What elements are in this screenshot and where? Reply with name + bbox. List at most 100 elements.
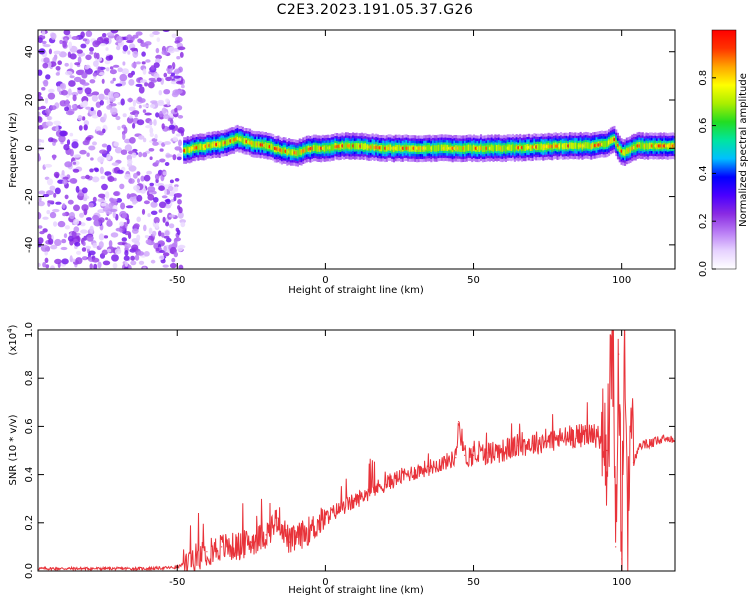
snr-point (87, 568, 89, 570)
ridge-cell (645, 142, 648, 149)
noise-speckle (175, 89, 183, 94)
noise-speckle (72, 94, 77, 102)
snr-line-series (38, 330, 675, 571)
ridge-cell (565, 142, 568, 150)
snr-point (277, 517, 279, 519)
noise-speckle (132, 200, 137, 205)
noise-speckle (126, 34, 133, 42)
noise-speckle (175, 193, 183, 198)
ridge-cell (398, 144, 401, 151)
ridge-cell (209, 142, 212, 149)
ridge-cell (350, 143, 353, 150)
ridge-cell (510, 144, 513, 151)
ridge-cell (286, 149, 289, 156)
snr-xtick-label: 50 (467, 577, 480, 588)
noise-speckle (81, 116, 86, 121)
noise-speckle (81, 187, 88, 194)
noise-speckle (72, 161, 77, 165)
ridge-cell (385, 145, 388, 152)
noise-speckle (110, 80, 114, 84)
noise-speckle (177, 245, 184, 252)
noise-speckle (92, 72, 98, 77)
spectrogram-xtick-label: -50 (169, 275, 185, 286)
snr-point (615, 546, 617, 548)
noise-speckle (89, 79, 96, 84)
ridge-cell (458, 145, 461, 152)
noise-speckle (97, 261, 102, 269)
ridge-cell (586, 142, 589, 149)
noise-speckle (86, 152, 90, 157)
ridge-cell (574, 142, 577, 149)
noise-speckle (97, 66, 101, 74)
ridge-cell (254, 141, 257, 148)
snr-point (621, 558, 623, 560)
noise-speckle (161, 195, 168, 199)
noise-speckle (143, 200, 150, 205)
snr-point (487, 452, 489, 454)
noise-speckle (44, 97, 49, 104)
noise-speckle (85, 54, 92, 61)
noise-speckle (174, 68, 180, 75)
noise-speckle (100, 175, 106, 180)
noise-speckle (172, 136, 178, 142)
noise-speckle (73, 218, 80, 226)
noise-speckle (85, 174, 90, 180)
noise-speckle (126, 40, 134, 44)
noise-speckle (132, 99, 136, 107)
noise-speckle (91, 94, 98, 102)
noise-speckle (121, 213, 127, 219)
noise-speckle (162, 264, 169, 268)
ridge-cell (343, 143, 346, 150)
noise-speckle (106, 248, 112, 253)
noise-speckle (71, 141, 79, 149)
noise-speckle (173, 196, 177, 202)
noise-speckle (80, 175, 86, 180)
noise-speckle (92, 176, 100, 183)
snr-point (612, 341, 614, 343)
noise-speckle (110, 30, 119, 34)
ridge-cell (266, 143, 269, 150)
noise-speckle (107, 218, 112, 225)
colorbar-tick-label: 0.6 (698, 118, 709, 134)
noise-speckle (125, 205, 134, 209)
noise-speckle (92, 242, 98, 249)
noise-speckle (106, 98, 111, 105)
noise-speckle (46, 190, 54, 196)
noise-speckle (164, 188, 167, 196)
noise-speckle (101, 143, 108, 148)
noise-speckle (59, 130, 67, 137)
scale-base: (x10 (8, 333, 19, 356)
noise-speckle (106, 105, 112, 110)
ridge-cell (455, 145, 458, 152)
noise-speckle (137, 178, 140, 184)
noise-speckle (136, 194, 143, 202)
noise-speckle (50, 244, 58, 250)
ridge-cell (497, 144, 500, 151)
noise-speckle (158, 185, 165, 191)
snr-ytick-label: 0.6 (24, 418, 35, 434)
noise-speckle (171, 33, 177, 39)
spectrogram-xtick-label: 0 (322, 275, 328, 286)
noise-speckle (138, 260, 145, 265)
ridge-cell (606, 140, 609, 147)
ridge-cell (444, 144, 447, 151)
noise-speckle (173, 75, 181, 79)
noise-speckle (128, 115, 133, 119)
noise-speckle (175, 227, 180, 232)
spectrogram-xtick-label: 100 (612, 275, 631, 286)
ridge-cell (243, 138, 246, 145)
noise-speckle (130, 255, 136, 261)
noise-speckle (177, 46, 186, 51)
noise-speckle (134, 113, 138, 118)
noise-speckle (59, 100, 67, 107)
noise-speckle (155, 247, 160, 252)
noise-speckle (143, 224, 147, 232)
noise-speckle (177, 211, 184, 219)
noise-speckle (59, 39, 63, 45)
noise-speckle (124, 250, 129, 257)
noise-speckle (163, 72, 168, 78)
noise-speckle (132, 122, 136, 129)
noise-speckle (43, 79, 49, 87)
noise-speckle (109, 197, 114, 203)
noise-speckle (112, 77, 116, 82)
